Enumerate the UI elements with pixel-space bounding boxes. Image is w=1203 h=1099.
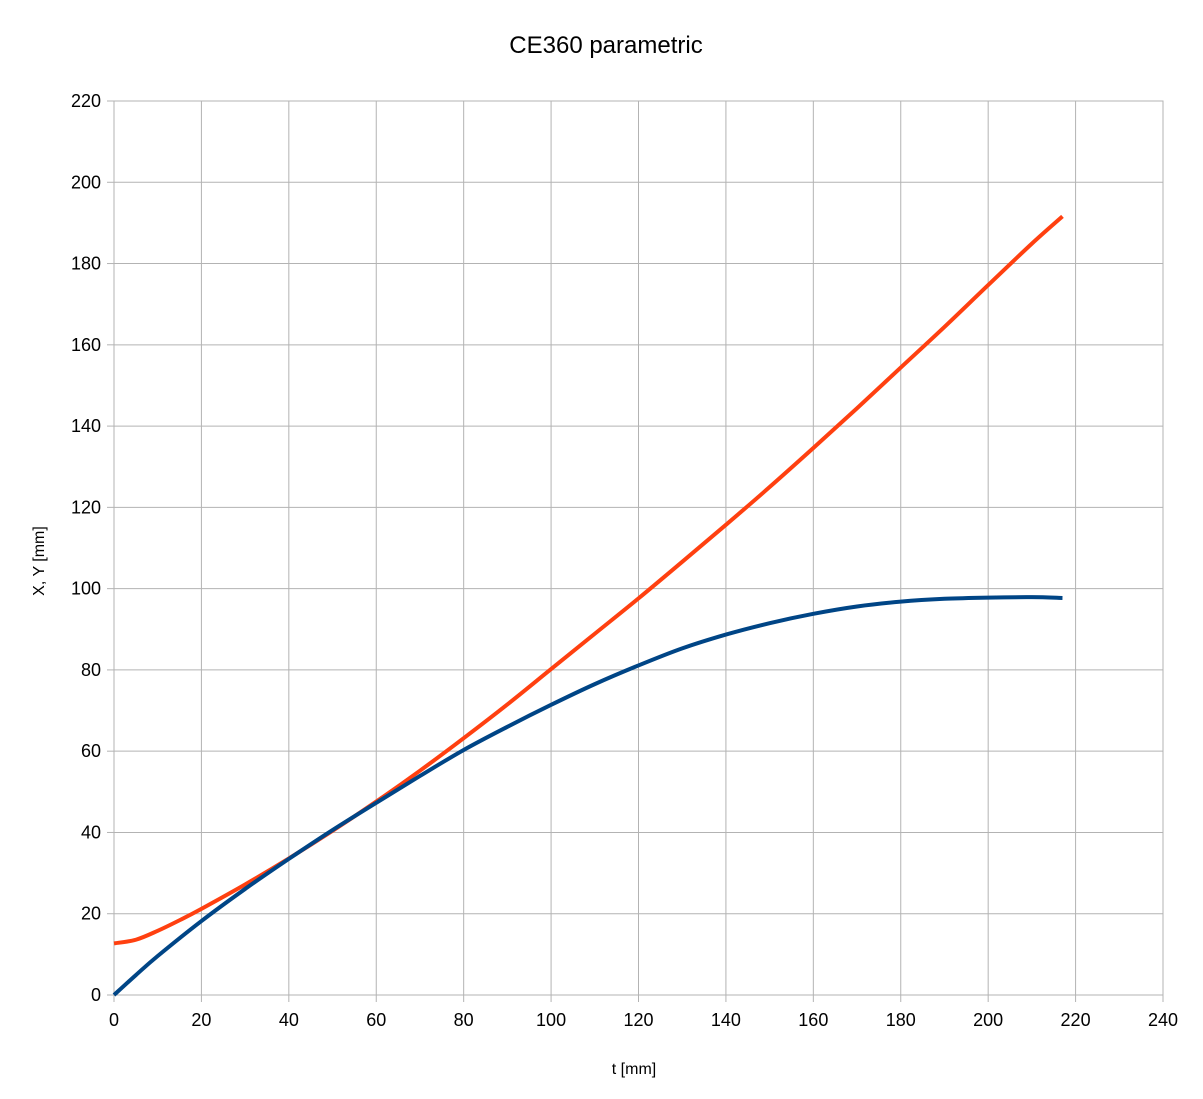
series-line-1: [113, 214, 1064, 946]
series-line-2: [112, 595, 1063, 997]
y-tick-label: 140: [71, 416, 101, 436]
x-tick-label: 0: [109, 1010, 119, 1030]
grid: [113, 100, 1164, 996]
x-tick-label: 120: [623, 1010, 653, 1030]
chart-title: CE360 parametric: [509, 32, 702, 59]
x-tick-label: 100: [536, 1010, 566, 1030]
y-tick-label: 180: [71, 254, 101, 274]
x-tick-label: 60: [366, 1010, 386, 1030]
x-axis-label: t [mm]: [612, 1061, 656, 1078]
y-tick-label: 220: [71, 91, 101, 111]
axes: [107, 100, 1164, 1002]
y-tick-label: 160: [71, 335, 101, 355]
series-lines: [112, 214, 1064, 997]
x-tick-label: 160: [798, 1010, 828, 1030]
y-tick-label: 200: [71, 172, 101, 192]
y-tick-label: 80: [81, 660, 101, 680]
x-tick-label: 140: [711, 1010, 741, 1030]
y-tick-labels: 0 20 40 60 80 100 120 140 160 180 200 220: [71, 91, 101, 1005]
x-tick-label: 220: [1061, 1010, 1091, 1030]
y-tick-label: 60: [81, 741, 101, 761]
y-tick-label: 0: [91, 985, 101, 1005]
x-tick-label: 40: [279, 1010, 299, 1030]
y-tick-label: 20: [81, 904, 101, 924]
y-tick-label: 120: [71, 497, 101, 517]
y-tick-label: 40: [81, 822, 101, 842]
x-tick-label: 240: [1148, 1010, 1178, 1030]
y-axis-label: X, Y [mm]: [31, 526, 48, 596]
x-tick-labels: 0 20 40 60 80 100 120 140 160 180 200 220 240: [109, 1010, 1178, 1030]
x-tick-label: 180: [886, 1010, 916, 1030]
x-tick-label: 80: [454, 1010, 474, 1030]
y-tick-label: 100: [71, 579, 101, 599]
x-tick-label: 20: [191, 1010, 211, 1030]
x-tick-label: 200: [973, 1010, 1003, 1030]
plot-frame: [113, 100, 1164, 996]
